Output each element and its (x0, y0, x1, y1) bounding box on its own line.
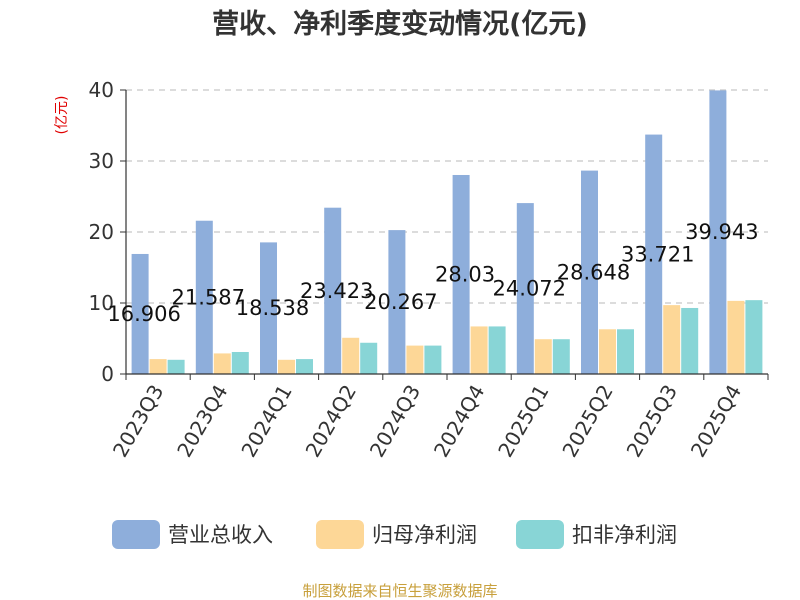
bar-归母净利润-2024Q4[interactable] (470, 326, 488, 374)
bar-归母净利润-2024Q2[interactable] (342, 337, 360, 374)
y-axis-label: (亿元) (54, 96, 70, 135)
x-tick-label: 2024Q4 (429, 381, 489, 462)
bar-归母净利润-2025Q2[interactable] (599, 329, 616, 374)
bar-扣非净利润-2023Q4[interactable] (231, 351, 249, 374)
bar-营业总收入-2024Q4[interactable] (452, 174, 470, 374)
y-tick-label: 40 (89, 78, 114, 102)
bar-营业总收入-2025Q4[interactable] (709, 90, 727, 375)
bar-营业总收入-2024Q2[interactable] (324, 207, 342, 374)
bar-营业总收入-2025Q1[interactable] (516, 203, 534, 374)
bar-归母净利润-2025Q1[interactable] (534, 339, 552, 374)
legend-swatch[interactable] (112, 520, 160, 549)
bar-扣非净利润-2024Q1[interactable] (296, 359, 313, 374)
bar-扣非净利润-2024Q2[interactable] (360, 342, 378, 374)
legend[interactable]: 营业总收入 归母净利润 扣非净利润 (112, 520, 677, 549)
y-ticks: 0 10 20 30 40 (89, 78, 126, 386)
y-tick-label: 30 (89, 149, 114, 173)
bar-归母净利润-2024Q3[interactable] (406, 345, 424, 374)
data-label: 33.721 (621, 242, 694, 266)
bar-归母净利润-2023Q4[interactable] (213, 353, 231, 374)
x-tick-label: 2023Q4 (172, 381, 232, 462)
x-tick-label: 2024Q1 (236, 381, 296, 462)
x-tick-label: 2024Q2 (301, 381, 361, 462)
x-ticks: 2023Q3 2023Q4 2024Q1 2024Q2 2024Q3 2024Q4 2025… (108, 374, 769, 462)
bar-归母净利润-2025Q3[interactable] (663, 305, 681, 374)
data-label: 24.072 (493, 277, 566, 301)
chart-title: 营收、净利季度变动情况(亿元) (212, 8, 588, 40)
x-tick-label: 2025Q2 (557, 381, 617, 462)
legend-swatch[interactable] (516, 520, 564, 549)
bar-扣非净利润-2023Q3[interactable] (167, 359, 185, 374)
bar-扣非净利润-2025Q3[interactable] (681, 307, 699, 374)
bar-归母净利润-2025Q4[interactable] (727, 300, 745, 374)
y-tick-label: 10 (89, 291, 114, 315)
bar-扣非净利润-2024Q4[interactable] (488, 326, 506, 374)
bar-营业总收入-2023Q4[interactable] (195, 220, 213, 374)
x-tick-label: 2025Q3 (622, 381, 682, 462)
data-label: 21.587 (172, 285, 245, 309)
bar-营业总收入-2023Q3[interactable] (131, 253, 149, 374)
legend-label[interactable]: 营业总收入 (168, 523, 273, 547)
bar-营业总收入-2025Q3[interactable] (645, 134, 663, 374)
bar-扣非净利润-2025Q2[interactable] (617, 329, 634, 374)
bar-扣非净利润-2024Q3[interactable] (424, 345, 442, 374)
x-tick-label: 2025Q1 (493, 381, 553, 462)
bar-营业总收入-2024Q1[interactable] (260, 242, 277, 374)
y-tick-label: 20 (89, 220, 114, 244)
data-label: 28.648 (557, 260, 630, 284)
bar-营业总收入-2025Q2[interactable] (581, 170, 598, 374)
bar-归母净利润-2023Q3[interactable] (149, 359, 167, 374)
source-note: 制图数据来自恒生聚源数据库 (302, 582, 497, 600)
data-label: 20.267 (364, 290, 437, 314)
grid (126, 89, 768, 304)
y-tick-label: 0 (101, 362, 114, 386)
legend-swatch[interactable] (316, 520, 364, 549)
data-label: 16.906 (107, 302, 180, 326)
bar-归母净利润-2024Q1[interactable] (278, 359, 295, 374)
legend-label[interactable]: 归母净利润 (372, 523, 477, 547)
x-tick-label: 2025Q4 (686, 381, 746, 462)
bar-扣非净利润-2025Q1[interactable] (552, 339, 570, 374)
x-tick-label: 2023Q3 (108, 381, 168, 462)
data-label: 39.943 (685, 220, 758, 244)
legend-label[interactable]: 扣非净利润 (572, 523, 677, 547)
data-label: 23.423 (300, 279, 373, 303)
data-label: 28.03 (435, 262, 495, 286)
data-label: 18.538 (236, 296, 309, 320)
x-tick-label: 2024Q3 (365, 381, 425, 462)
bars (131, 90, 763, 375)
bar-扣非净利润-2025Q4[interactable] (745, 300, 763, 374)
bar-营业总收入-2024Q3[interactable] (388, 230, 406, 374)
